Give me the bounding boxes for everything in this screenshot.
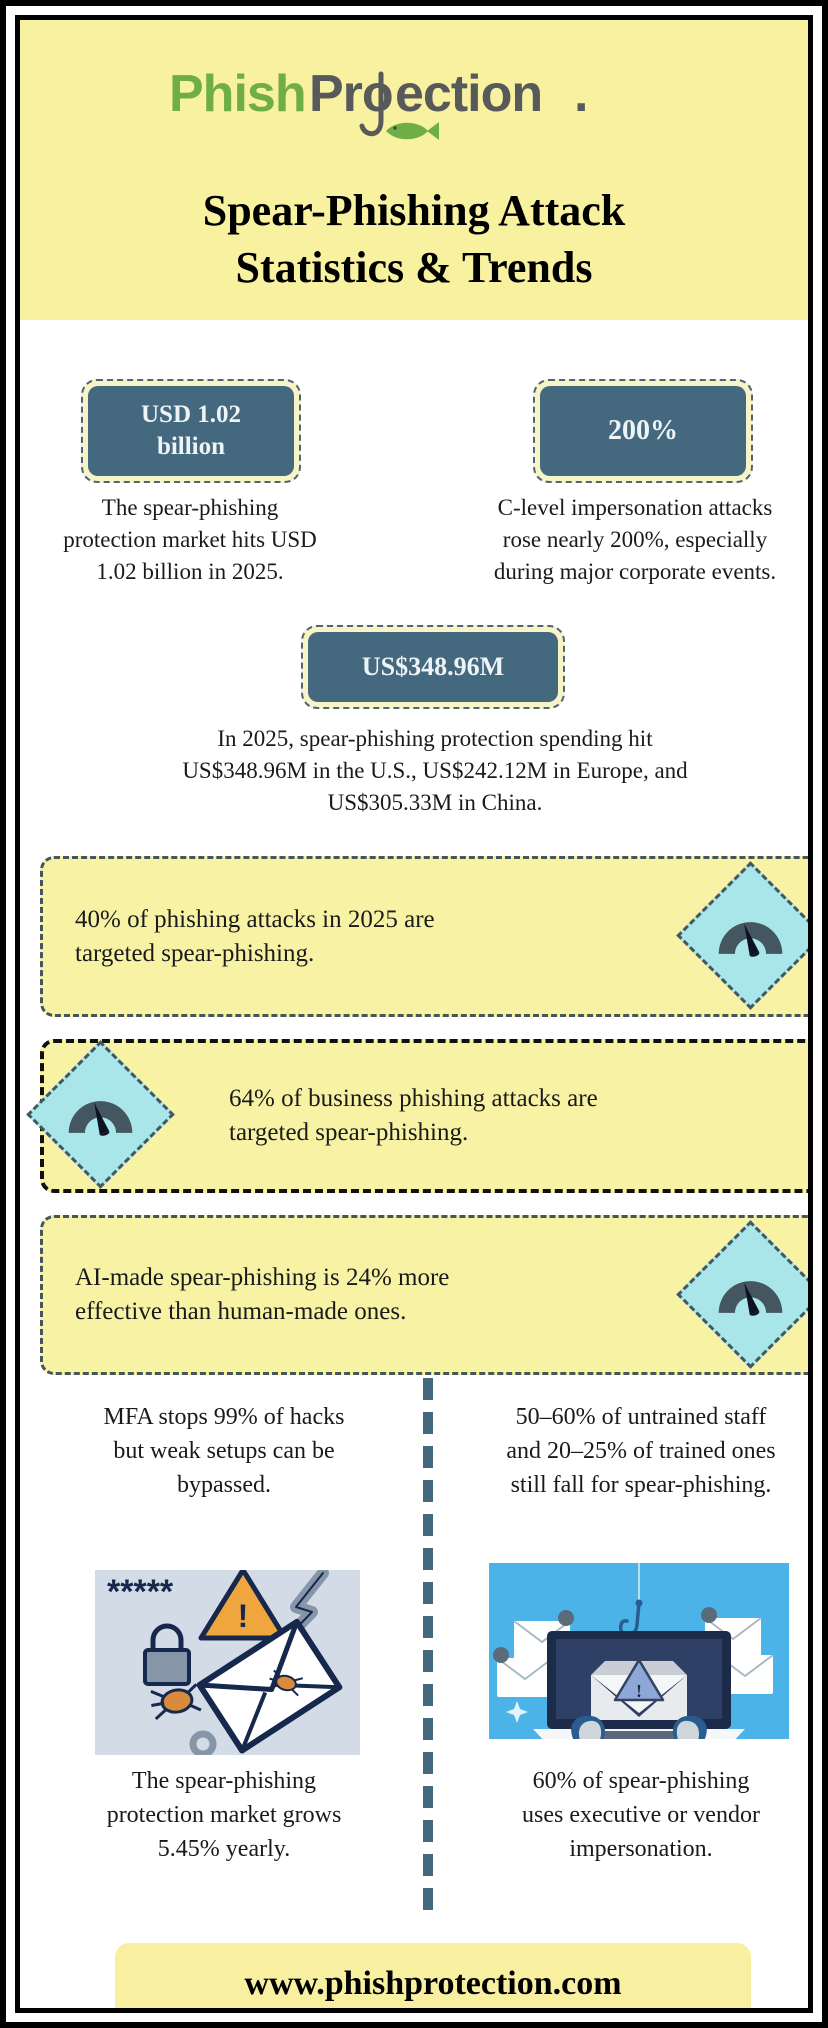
svg-text:.: . [574, 65, 588, 123]
svg-text:!: ! [238, 1598, 249, 1634]
svg-text:*****: ***** [107, 1573, 174, 1611]
svg-text:Phish: Phish [169, 65, 306, 123]
svg-text:ection: ection [395, 65, 542, 123]
svg-text:!: ! [636, 1681, 642, 1701]
